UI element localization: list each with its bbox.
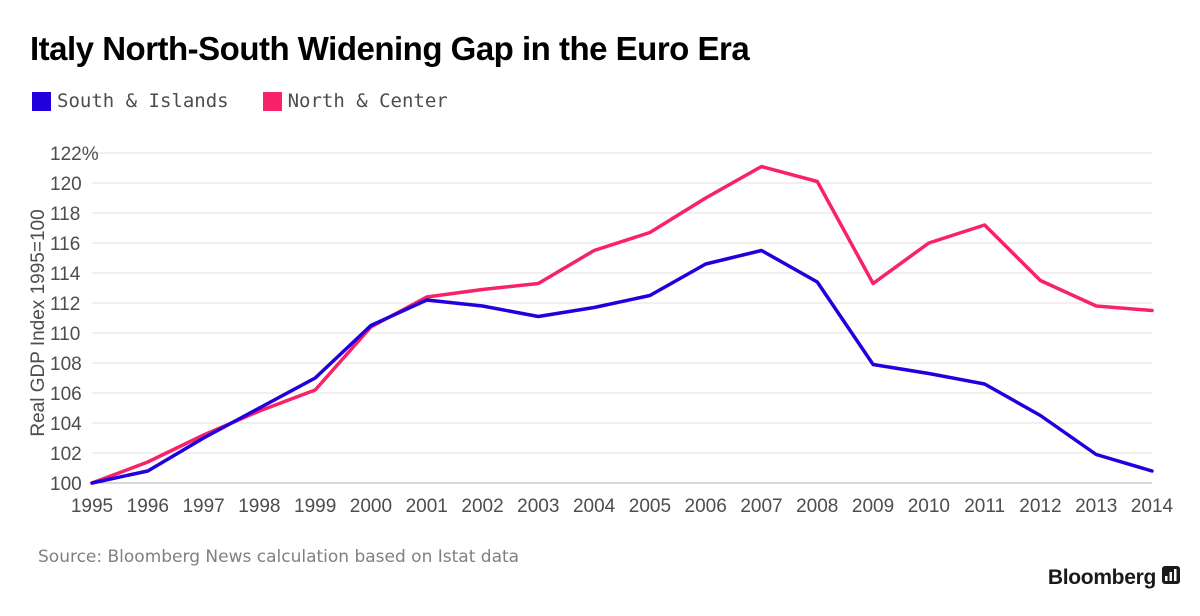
legend-item-south: South & Islands — [32, 90, 229, 112]
y-tick-label-122: 122% — [50, 144, 99, 165]
x-tick-label-1998: 1998 — [238, 496, 280, 517]
x-tick-label-2013: 2013 — [1075, 496, 1117, 517]
y-tick-label-118: 118 — [50, 204, 80, 225]
y-tick-label-114: 114 — [50, 264, 81, 285]
legend-label-north: North & Center — [287, 90, 448, 112]
x-tick-label-1995: 1995 — [71, 496, 113, 517]
x-tick-label-2003: 2003 — [517, 496, 559, 517]
y-tick-label-116: 116 — [50, 234, 80, 255]
bar-chart-icon — [1162, 566, 1180, 590]
source-note: Source: Bloomberg News calculation based… — [38, 547, 520, 567]
chart-title: Italy North-South Widening Gap in the Eu… — [30, 30, 750, 67]
bloomberg-logo: Bloomberg — [1048, 566, 1180, 590]
y-tick-label-106: 106 — [50, 384, 82, 405]
y-tick-label-120: 120 — [50, 174, 82, 195]
x-tick-label-2009: 2009 — [852, 496, 894, 517]
y-tick-label-100: 100 — [50, 474, 82, 495]
x-tick-label-2007: 2007 — [740, 496, 782, 517]
x-tick-label-2006: 2006 — [685, 496, 727, 517]
x-tick-label-2004: 2004 — [573, 496, 616, 517]
x-tick-label-1999: 1999 — [294, 496, 336, 517]
y-tick-label-102: 102 — [50, 444, 82, 465]
x-tick-label-2001: 2001 — [406, 496, 448, 517]
y-tick-label-112: 112 — [50, 294, 80, 315]
x-tick-label-2011: 2011 — [964, 496, 1005, 517]
series-line-north-center — [90, 164, 1154, 485]
x-tick-label-1996: 1996 — [127, 496, 169, 517]
x-tick-label-1997: 1997 — [182, 496, 224, 517]
y-tick-label-108: 108 — [50, 354, 82, 375]
y-tick-label-110: 110 — [50, 324, 80, 345]
gridlines — [92, 152, 1152, 484]
y-tick-label-104: 104 — [50, 414, 82, 435]
legend-swatch-south — [32, 91, 51, 111]
x-tick-label-2000: 2000 — [350, 496, 392, 517]
series-line-south-islands — [90, 248, 1154, 485]
x-axis-ticks: 1995 1996 1997 1998 1999 2000 2001 2002 2003 2004… — [71, 496, 1174, 517]
legend-swatch-north — [262, 91, 282, 111]
legend-label-south: South & Islands — [57, 90, 229, 112]
x-tick-label-2002: 2002 — [461, 496, 503, 517]
x-tick-label-2008: 2008 — [796, 496, 838, 517]
series-lines — [90, 164, 1154, 485]
x-tick-label-2010: 2010 — [908, 496, 950, 517]
y-axis-label: Real GDP Index 1995=100 — [28, 209, 49, 436]
x-tick-label-2005: 2005 — [629, 496, 671, 517]
x-tick-label-2014: 2014 — [1131, 496, 1174, 517]
brand-name: Bloomberg — [1047, 566, 1156, 589]
y-axis-ticks: 100 102 104 106 108 110 112 114 116 118 120 122% — [50, 144, 99, 495]
x-tick-label-2012: 2012 — [1019, 496, 1061, 517]
legend-item-north: North & Center — [262, 90, 448, 112]
legend: South & Islands North & Center — [32, 90, 482, 112]
